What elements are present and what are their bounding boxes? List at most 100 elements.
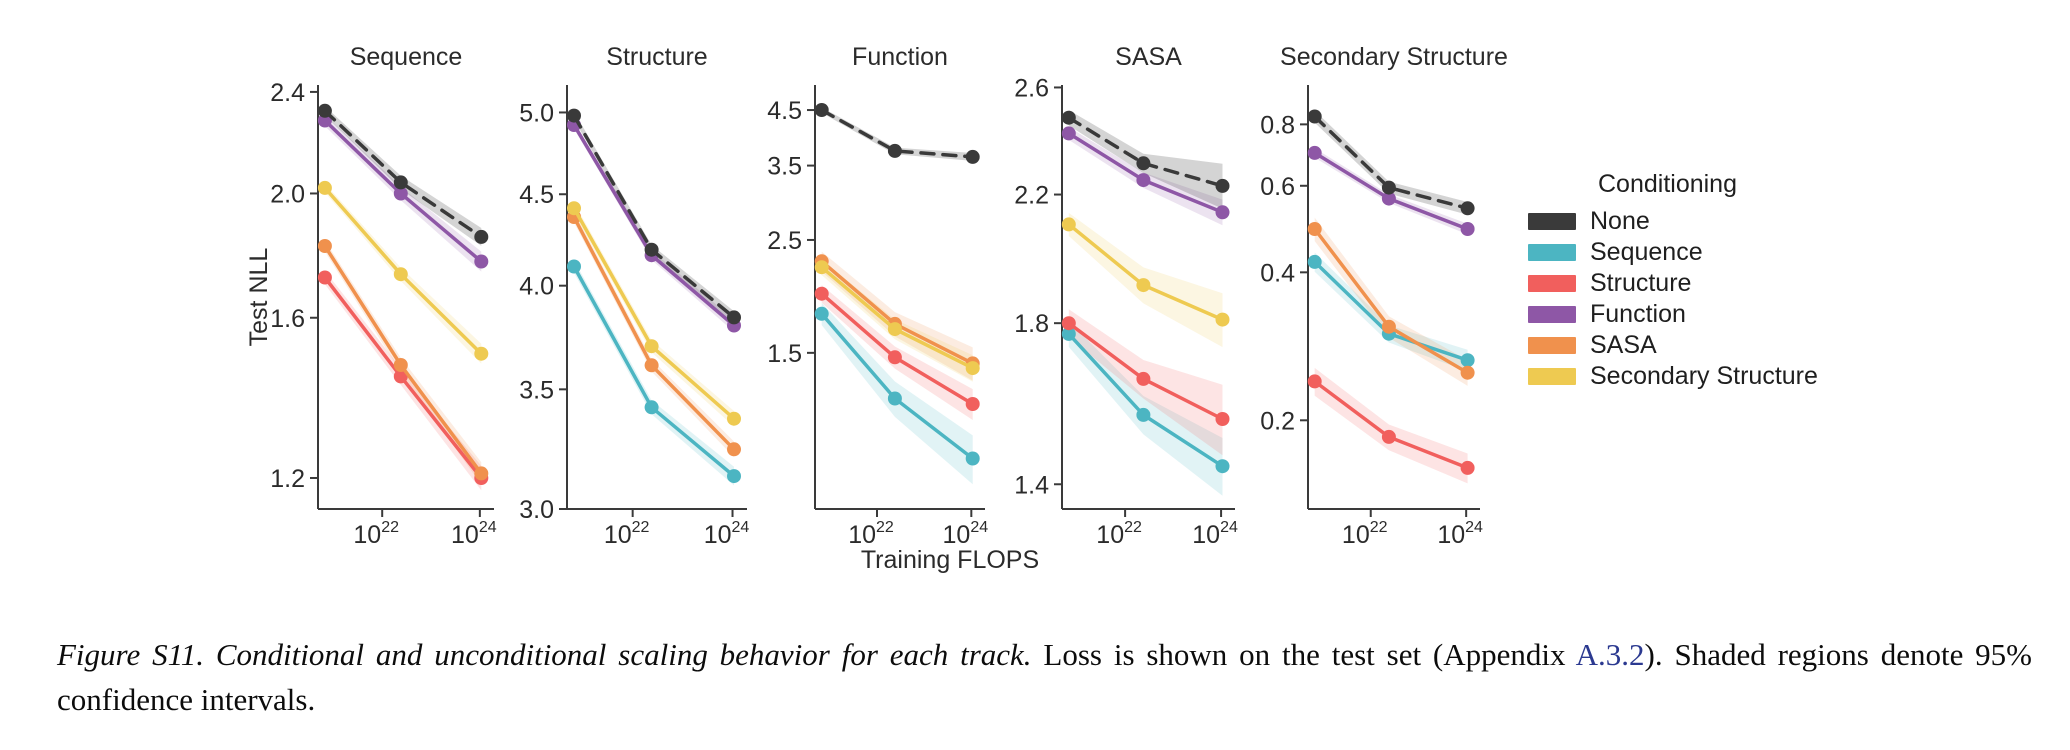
secondary-structure-point: [474, 346, 489, 361]
y-tick-label: 2.4: [270, 79, 305, 107]
y-tick-label: 1.4: [1014, 471, 1049, 499]
sequence-point: [644, 400, 659, 415]
function-point: [393, 186, 408, 201]
sequence-point: [727, 469, 741, 484]
legend-item-function: Function: [1528, 299, 1818, 330]
legend-item-sequence: Sequence: [1528, 237, 1818, 268]
y-tick-label: 3.0: [519, 496, 554, 524]
none-point: [965, 149, 980, 164]
caption-appendix-link[interactable]: A.3.2: [1575, 637, 1645, 672]
secondary-structure-point: [644, 339, 659, 354]
legend: Conditioning None Sequence Structure Functi…: [1528, 170, 1818, 392]
sequence-point: [567, 259, 581, 274]
panel-title: Secondary Structure: [1280, 43, 1508, 71]
y-tick-label: 4.5: [767, 97, 802, 125]
sequence-color-swatch: [1528, 244, 1576, 261]
panel-secondary-structure: 0.2 0.4 0.6 0.8 1022 1024 Secondary Structure: [1260, 43, 1508, 549]
y-tick-label: 2.6: [1014, 74, 1049, 102]
structure-point: [887, 350, 902, 365]
x-tick-label: 1024: [704, 519, 750, 549]
legend-item-secondary-structure: Secondary Structure: [1528, 361, 1818, 392]
x-tick-label: 1022: [604, 519, 650, 549]
caption-body-after-link: ). Shaded regions denote 95% confidence …: [57, 637, 2032, 717]
sequence-point: [1136, 407, 1151, 422]
y-tick-label: 1.8: [1014, 310, 1049, 338]
function-point: [1061, 126, 1076, 141]
none-point: [1381, 180, 1396, 195]
secondary-structure-point: [887, 322, 902, 337]
none-color-swatch: [1528, 213, 1576, 230]
panel-function: 1.5 2.5 3.5 4.5 1022 1024 Function: [767, 43, 988, 549]
none-line: [572, 113, 736, 320]
secondary-structure-point: [393, 267, 408, 282]
x-tick-label: 1024: [943, 519, 989, 549]
caption-title: Figure S11. Conditional and unconditiona…: [57, 637, 1032, 672]
secondary-structure-point: [1061, 217, 1076, 232]
panel-sasa: 1.4 1.8 2.2 2.6 1022 1024 SASA: [1014, 43, 1238, 549]
sasa-point: [1307, 222, 1322, 236]
panel-title: Structure: [606, 43, 707, 71]
function-color-swatch: [1528, 306, 1576, 323]
function-point: [1215, 205, 1230, 220]
sasa-color-swatch: [1528, 337, 1576, 354]
y-tick-label: 2.0: [270, 180, 305, 208]
legend-item-label: SASA: [1590, 331, 1657, 359]
secondary-structure-point: [1136, 278, 1151, 293]
y-tick-label: 0.8: [1260, 111, 1295, 139]
function-point: [1460, 222, 1475, 236]
y-tick-label: 2.5: [767, 227, 802, 255]
none-point: [1460, 201, 1475, 216]
secondary-structure-point: [567, 201, 581, 216]
secondary-structure-point: [1215, 312, 1230, 327]
y-tick-label: 1.6: [270, 305, 305, 333]
structure-point: [1136, 371, 1151, 386]
sequence-point: [1307, 254, 1322, 269]
scaling-figure: 1.2 1.6 2.0 2.4 1022 1024 Sequence 3.0 3.5 4.0 4.5…: [245, 43, 1508, 574]
panel-title: Function: [852, 43, 948, 71]
sasa-point: [1460, 365, 1475, 380]
none-point: [1215, 178, 1230, 193]
panel-structure: 3.0 3.5 4.0 4.5 5.0 1022 1024 Structure: [519, 43, 749, 549]
sequence-ci-band: [1314, 252, 1468, 372]
y-tick-label: 0.2: [1260, 407, 1295, 435]
y-tick-label: 5.0: [519, 99, 554, 127]
x-tick-label: 1024: [451, 519, 497, 549]
sequence-point: [1061, 326, 1076, 341]
none-point: [393, 175, 408, 190]
secondary-structure-point: [965, 361, 980, 376]
function-point: [1381, 191, 1396, 206]
none-line: [323, 109, 484, 239]
none-point: [644, 242, 659, 257]
structure-point: [393, 369, 408, 384]
x-tick-label: 1022: [1342, 519, 1388, 549]
y-tick-label: 4.5: [519, 181, 554, 209]
sequence-point: [814, 306, 829, 321]
sasa-point: [393, 358, 408, 372]
structure-point: [1307, 374, 1322, 389]
legend-item-label: Secondary Structure: [1590, 362, 1818, 390]
none-point: [474, 229, 489, 244]
none-point: [1136, 156, 1151, 171]
none-line: [1312, 114, 1470, 211]
secondary-structure-point: [317, 180, 332, 195]
sasa-point: [317, 239, 332, 253]
secondary-structure-point: [814, 260, 829, 275]
y-tick-label: 0.4: [1260, 259, 1295, 287]
x-axis-label: Training FLOPS: [861, 546, 1039, 574]
legend-item-none: None: [1528, 206, 1818, 237]
panel-title: SASA: [1115, 43, 1182, 71]
y-tick-label: 4.0: [519, 273, 554, 301]
none-ci-band: [574, 111, 734, 324]
sequence-point: [1460, 353, 1475, 368]
none-point: [317, 103, 332, 118]
y-tick-label: 1.2: [270, 465, 305, 493]
structure-color-swatch: [1528, 275, 1576, 292]
sasa-point: [474, 466, 489, 481]
function-point: [474, 254, 489, 269]
sasa-point: [644, 358, 659, 373]
structure-point: [1061, 316, 1076, 331]
x-tick-label: 1024: [1437, 519, 1483, 549]
x-tick-label: 1022: [1096, 519, 1142, 549]
sasa-ci-band: [1314, 217, 1468, 386]
legend-item-label: None: [1590, 207, 1650, 235]
